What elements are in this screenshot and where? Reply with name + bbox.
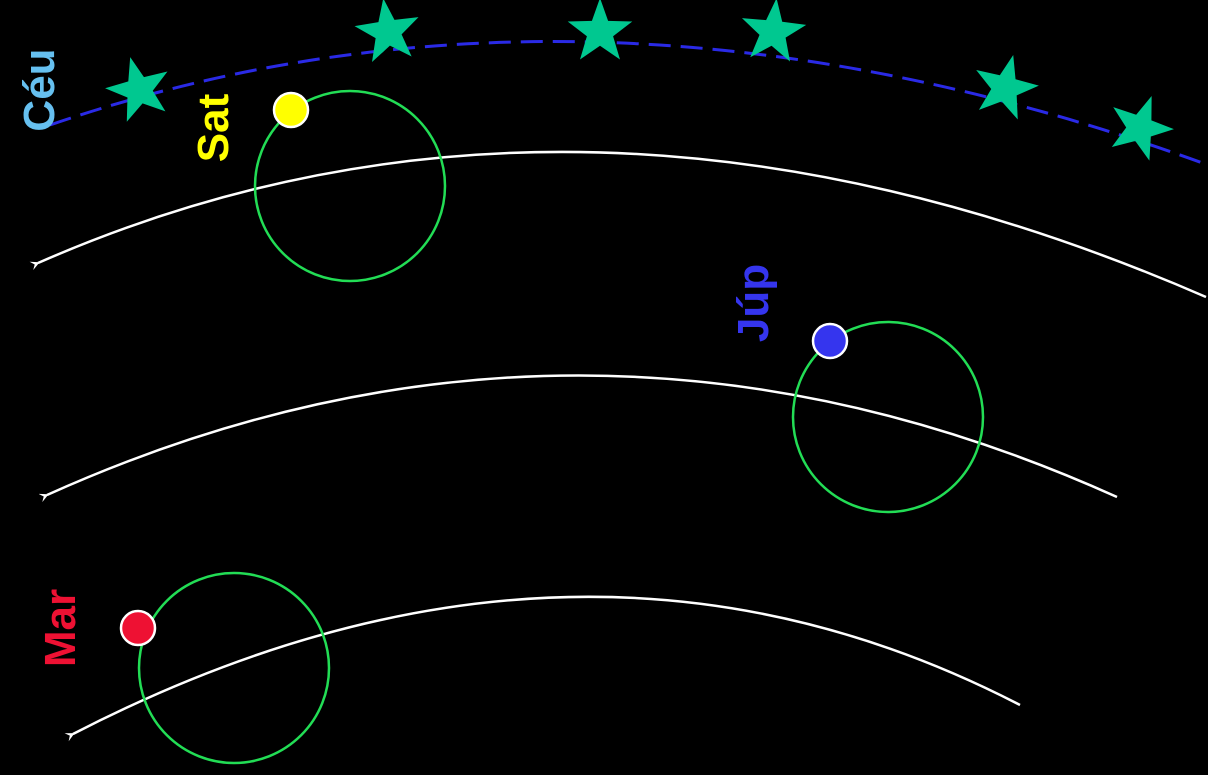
epicycle-mars	[137, 571, 331, 765]
label-mars: Mar	[36, 589, 85, 667]
star-icon	[567, 0, 633, 60]
epicycle-saturn	[253, 89, 447, 283]
deferent-saturn	[29, 150, 1207, 299]
star-icon	[976, 55, 1039, 120]
deferent-mars	[64, 595, 1021, 742]
deferent-jupiter	[38, 374, 1118, 503]
label-jupiter: Júp	[729, 264, 778, 342]
label-sky: Céu	[15, 48, 64, 131]
star-icon	[741, 0, 807, 62]
planet-mars	[119, 609, 157, 647]
planet-jupiter	[811, 322, 849, 360]
planet-saturn	[272, 91, 310, 129]
star-icon	[105, 57, 168, 122]
sky-arc	[49, 40, 1208, 167]
stars	[105, 0, 1174, 161]
label-saturn: Sat	[189, 93, 238, 162]
epicycle-jupiter	[791, 320, 985, 514]
star-icon	[354, 0, 419, 63]
star-icon	[1111, 96, 1174, 161]
